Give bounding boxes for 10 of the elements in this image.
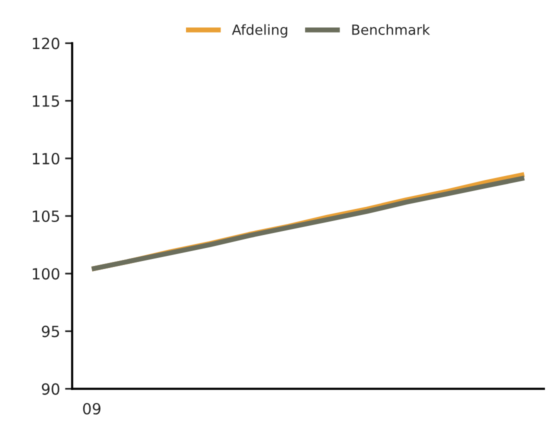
- y-tick-label: 120: [32, 38, 60, 50]
- y-tick-label: 115: [32, 95, 60, 107]
- y-tick-label: 110: [32, 152, 60, 164]
- x-tick-label: 09: [83, 402, 100, 415]
- y-tick-label: 95: [42, 326, 60, 338]
- y-tick-label: 90: [42, 383, 60, 395]
- y-tick-label: 105: [32, 210, 60, 222]
- y-tick-label: 100: [32, 268, 60, 280]
- legend-label: Afdeling: [232, 24, 288, 38]
- legend-label: Benchmark: [352, 24, 430, 35]
